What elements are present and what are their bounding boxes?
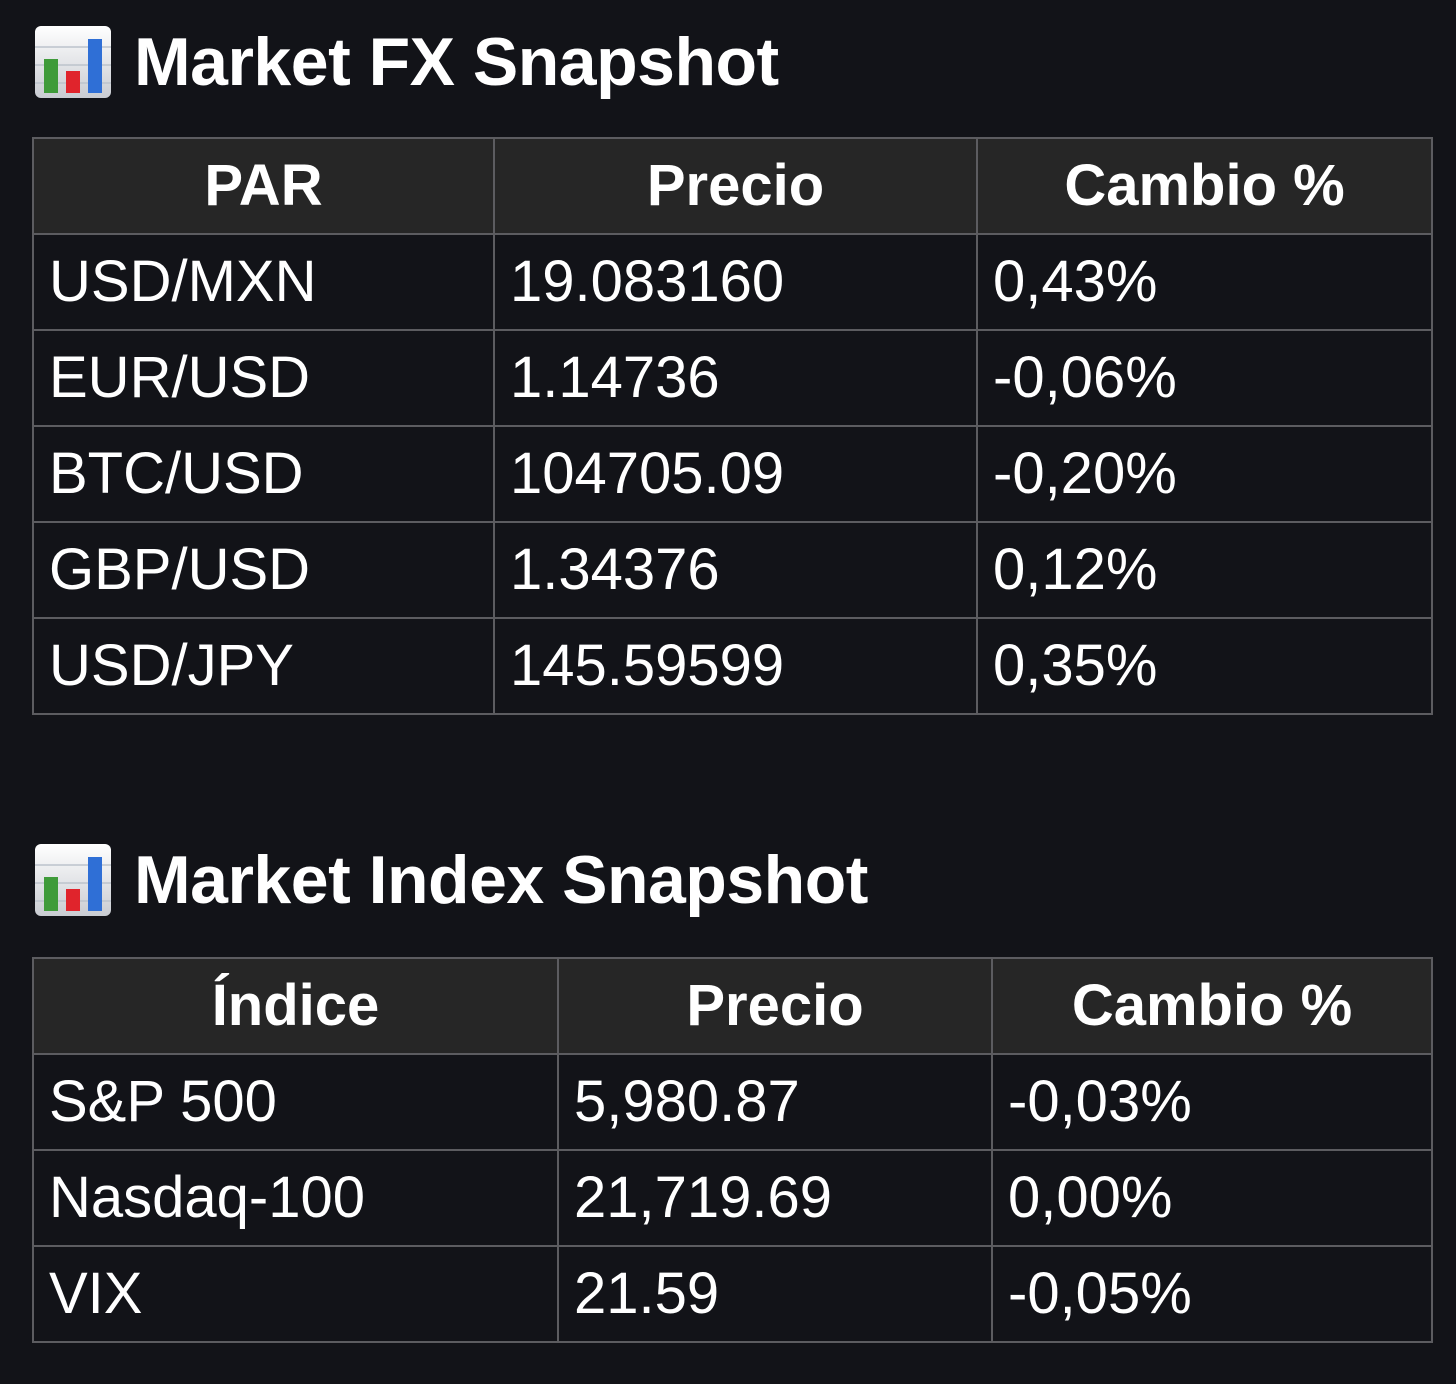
index-table: Índice Precio Cambio % S&P 500 5,980.87 … <box>32 957 1433 1343</box>
fx-title: Market FX Snapshot <box>134 24 779 100</box>
table-row: USD/MXN 19.083160 0,43% <box>32 233 1433 331</box>
fx-price: 1.34376 <box>493 521 978 619</box>
fx-change: 0,43% <box>976 233 1433 331</box>
fx-pair: USD/JPY <box>32 617 495 715</box>
fx-table: PAR Precio Cambio % USD/MXN 19.083160 0,… <box>32 137 1433 715</box>
table-row: BTC/USD 104705.09 -0,20% <box>32 425 1433 523</box>
fx-change: 0,12% <box>976 521 1433 619</box>
fx-change: -0,06% <box>976 329 1433 427</box>
index-title: Market Index Snapshot <box>134 842 868 918</box>
table-row: USD/JPY 145.59599 0,35% <box>32 617 1433 715</box>
fx-pair: GBP/USD <box>32 521 495 619</box>
bar-chart-icon <box>35 844 111 916</box>
index-name: VIX <box>32 1245 559 1343</box>
fx-change: 0,35% <box>976 617 1433 715</box>
fx-change: -0,20% <box>976 425 1433 523</box>
index-change: -0,05% <box>991 1245 1433 1343</box>
fx-header-change: Cambio % <box>976 137 1433 235</box>
fx-price: 104705.09 <box>493 425 978 523</box>
bar-chart-icon <box>35 26 111 98</box>
index-price: 21,719.69 <box>557 1149 993 1247</box>
table-row: VIX 21.59 -0,05% <box>32 1245 1433 1343</box>
fx-header-pair: PAR <box>32 137 495 235</box>
fx-pair: USD/MXN <box>32 233 495 331</box>
index-section-title: Market Index Snapshot <box>34 840 868 920</box>
index-header-row: Índice Precio Cambio % <box>32 957 1433 1055</box>
index-change: 0,00% <box>991 1149 1433 1247</box>
index-price: 21.59 <box>557 1245 993 1343</box>
fx-pair: BTC/USD <box>32 425 495 523</box>
index-name: S&P 500 <box>32 1053 559 1151</box>
fx-section-title: Market FX Snapshot <box>34 22 779 102</box>
fx-header-price: Precio <box>493 137 978 235</box>
index-price: 5,980.87 <box>557 1053 993 1151</box>
fx-price: 19.083160 <box>493 233 978 331</box>
fx-pair: EUR/USD <box>32 329 495 427</box>
table-row: Nasdaq-100 21,719.69 0,00% <box>32 1149 1433 1247</box>
index-header-change: Cambio % <box>991 957 1433 1055</box>
fx-price: 1.14736 <box>493 329 978 427</box>
table-row: S&P 500 5,980.87 -0,03% <box>32 1053 1433 1151</box>
fx-header-row: PAR Precio Cambio % <box>32 137 1433 235</box>
index-header-price: Precio <box>557 957 993 1055</box>
index-header-name: Índice <box>32 957 559 1055</box>
table-row: GBP/USD 1.34376 0,12% <box>32 521 1433 619</box>
index-change: -0,03% <box>991 1053 1433 1151</box>
fx-price: 145.59599 <box>493 617 978 715</box>
index-name: Nasdaq-100 <box>32 1149 559 1247</box>
table-row: EUR/USD 1.14736 -0,06% <box>32 329 1433 427</box>
